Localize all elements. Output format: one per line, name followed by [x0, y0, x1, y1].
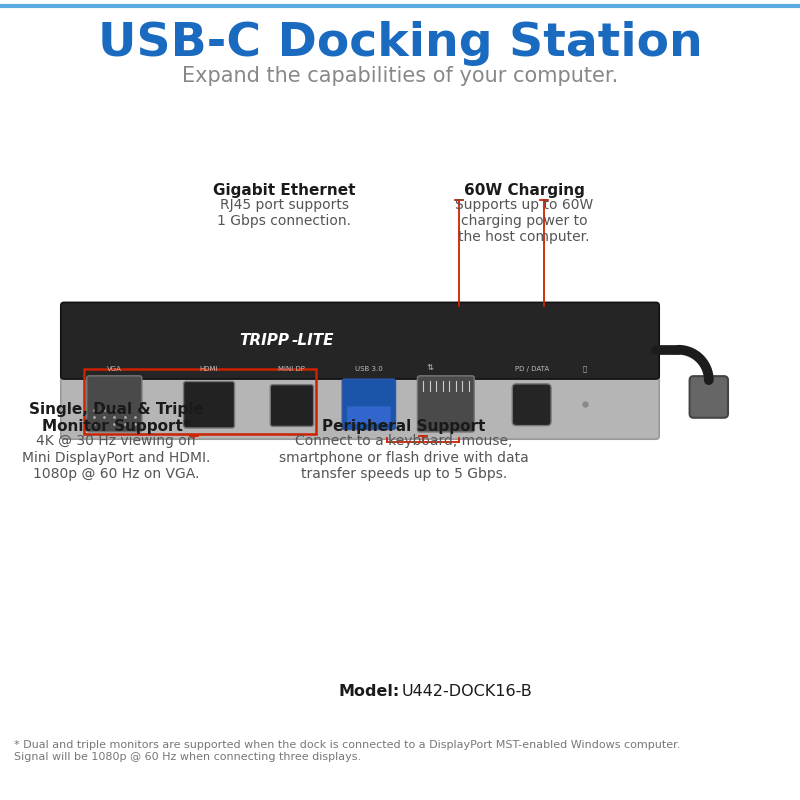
Text: Connect to a keyboard, mouse,
smartphone or flash drive with data
transfer speed: Connect to a keyboard, mouse, smartphone…	[279, 434, 529, 481]
Text: RJ45 port supports
1 Gbps connection.: RJ45 port supports 1 Gbps connection.	[217, 198, 351, 228]
Text: Gigabit Ethernet: Gigabit Ethernet	[213, 182, 355, 198]
FancyBboxPatch shape	[86, 376, 142, 432]
FancyBboxPatch shape	[418, 376, 474, 432]
Text: Single, Dual & Triple
Monitor Support*: Single, Dual & Triple Monitor Support*	[29, 402, 203, 434]
Text: Supports up to 60W
charging power to
the host computer.: Supports up to 60W charging power to the…	[455, 198, 593, 244]
FancyBboxPatch shape	[270, 385, 314, 426]
Text: VGA: VGA	[107, 366, 122, 372]
Text: TRIPP: TRIPP	[239, 333, 289, 348]
Text: USB 3.0: USB 3.0	[355, 366, 382, 372]
FancyBboxPatch shape	[347, 406, 390, 424]
Text: PD / DATA: PD / DATA	[514, 366, 549, 372]
Text: -LITE: -LITE	[291, 333, 334, 348]
FancyBboxPatch shape	[183, 382, 234, 428]
FancyBboxPatch shape	[61, 366, 659, 439]
FancyBboxPatch shape	[61, 302, 659, 379]
Text: Expand the capabilities of your computer.: Expand the capabilities of your computer…	[182, 66, 618, 86]
Text: USB-C Docking Station: USB-C Docking Station	[98, 22, 702, 66]
Text: ⇅: ⇅	[426, 363, 434, 372]
FancyBboxPatch shape	[512, 384, 551, 426]
Text: 4K @ 30 Hz viewing on
Mini DisplayPort and HDMI.
1080p @ 60 Hz on VGA.: 4K @ 30 Hz viewing on Mini DisplayPort a…	[22, 434, 210, 481]
Text: U442-DOCK16-B: U442-DOCK16-B	[402, 685, 532, 699]
Text: HDMI: HDMI	[200, 366, 218, 372]
Text: * Dual and triple monitors are supported when the dock is connected to a Display: * Dual and triple monitors are supported…	[14, 740, 681, 762]
Text: ⏻: ⏻	[583, 366, 587, 372]
FancyBboxPatch shape	[690, 376, 728, 418]
Bar	[84, 369, 316, 434]
Text: 60W Charging: 60W Charging	[463, 182, 585, 198]
Text: Peripheral Support: Peripheral Support	[322, 419, 486, 434]
FancyBboxPatch shape	[342, 379, 395, 430]
Text: MINI DP: MINI DP	[278, 366, 306, 372]
Text: Model:: Model:	[338, 685, 400, 699]
